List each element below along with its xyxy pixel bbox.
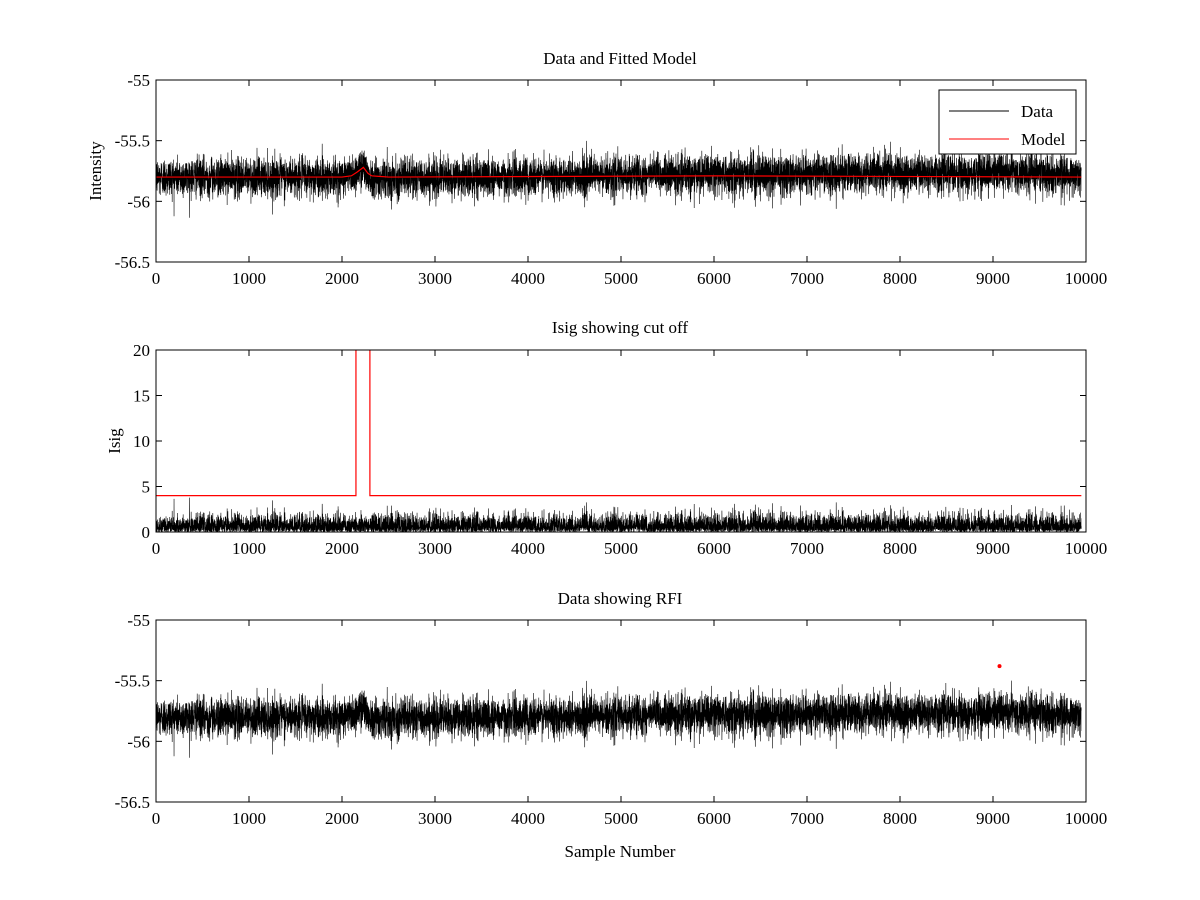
x-tick-label: 9000 (976, 269, 1010, 288)
x-tick-label: 10000 (1065, 269, 1108, 288)
y-tick-label: -55 (127, 71, 150, 90)
y-tick-label: -56.5 (115, 253, 150, 272)
y-tick-label: 0 (142, 523, 151, 542)
y-tick-label: -55.5 (115, 672, 150, 691)
x-tick-label: 4000 (511, 269, 545, 288)
x-tick-label: 1000 (232, 539, 266, 558)
x-tick-label: 1000 (232, 809, 266, 828)
legend-box (938, 89, 1077, 155)
x-tick-label: 3000 (418, 809, 452, 828)
panel-title: Isig showing cut off (552, 318, 688, 337)
x-tick-label: 2000 (325, 809, 359, 828)
x-tick-label: 0 (152, 809, 161, 828)
plot-area (156, 350, 1082, 532)
x-tick-label: 3000 (418, 269, 452, 288)
axes-frame (155, 349, 1087, 533)
x-tick-label: 8000 (883, 809, 917, 828)
x-tick-label: 6000 (697, 809, 731, 828)
x-tick-label: 9000 (976, 539, 1010, 558)
y-tick-label: -55 (127, 611, 150, 630)
rfi-point (997, 664, 1002, 669)
y-tick-label: 15 (133, 387, 150, 406)
y-tick-label: 20 (133, 341, 150, 360)
panel-data-and-fitted-model: Data and Fitted Model Intensity 0 1000 200… (86, 49, 1107, 288)
x-tick-label: 9000 (976, 809, 1010, 828)
x-tick-label: 8000 (883, 539, 917, 558)
x-tick-label: 4000 (511, 539, 545, 558)
x-tick-label: 5000 (604, 269, 638, 288)
series-series-0-line (156, 497, 1082, 532)
series-data-line (156, 140, 1082, 218)
x-axis-label: Sample Number (565, 842, 676, 861)
plot-area (156, 664, 1082, 758)
legend-label-model: Model (1021, 130, 1066, 149)
x-tick-label: 8000 (883, 269, 917, 288)
x-tick-label: 3000 (418, 539, 452, 558)
x-tick-label: 6000 (697, 539, 731, 558)
x-tick-label: 7000 (790, 809, 824, 828)
y-tick-label: -56 (127, 732, 150, 751)
x-tick-label: 2000 (325, 539, 359, 558)
panel-data-showing-rfi: Data showing RFI Sample Number 0 1000 2000… (115, 589, 1108, 861)
x-tick-label: 10000 (1065, 539, 1108, 558)
panel-title: Data and Fitted Model (543, 49, 697, 68)
x-tick-label: 5000 (604, 809, 638, 828)
x-tick-label: 0 (152, 539, 161, 558)
x-tick-label: 4000 (511, 809, 545, 828)
panel-isig-showing-cut-off: Isig showing cut off Isig 0 1000 2000 3000 4… (105, 318, 1107, 558)
y-axis-label: Isig (105, 428, 124, 454)
panel-title: Data showing RFI (558, 589, 683, 608)
x-tick-label: 6000 (697, 269, 731, 288)
legend: Data Model (938, 89, 1077, 155)
x-tick-label: 2000 (325, 269, 359, 288)
x-tick-label: 10000 (1065, 809, 1108, 828)
y-axis-label: Intensity (86, 141, 105, 201)
x-tick-label: 5000 (604, 539, 638, 558)
x-tick-label: 7000 (790, 539, 824, 558)
series-series-1-line (156, 350, 1082, 497)
series-model-line (156, 166, 1082, 178)
legend-label-data: Data (1021, 102, 1054, 121)
y-tick-label: -56.5 (115, 793, 150, 812)
y-tick-label: 10 (133, 432, 150, 451)
x-tick-label: 7000 (790, 269, 824, 288)
y-tick-label: 5 (142, 478, 151, 497)
y-tick-label: -56 (127, 192, 150, 211)
x-tick-label: 1000 (232, 269, 266, 288)
plot-area (156, 140, 1082, 218)
y-tick-label: -55.5 (115, 132, 150, 151)
series-series-0-line (156, 680, 1082, 758)
x-tick-label: 0 (152, 269, 161, 288)
